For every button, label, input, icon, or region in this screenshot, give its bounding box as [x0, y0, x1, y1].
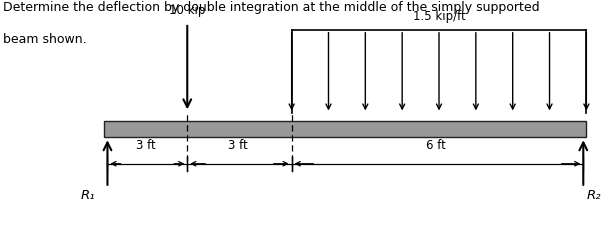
Text: 1.5 kip/ft: 1.5 kip/ft — [413, 10, 465, 23]
Text: 3 ft: 3 ft — [228, 139, 248, 152]
Text: Determine the deflection by double integration at the middle of the simply suppo: Determine the deflection by double integ… — [3, 1, 540, 14]
Text: R₁: R₁ — [80, 189, 95, 202]
Text: 6 ft: 6 ft — [426, 139, 446, 152]
Text: R₂: R₂ — [586, 189, 601, 202]
Text: 10 kip: 10 kip — [169, 4, 206, 17]
Bar — [104, 121, 586, 137]
Text: beam shown.: beam shown. — [3, 33, 87, 46]
Text: 3 ft: 3 ft — [136, 139, 156, 152]
